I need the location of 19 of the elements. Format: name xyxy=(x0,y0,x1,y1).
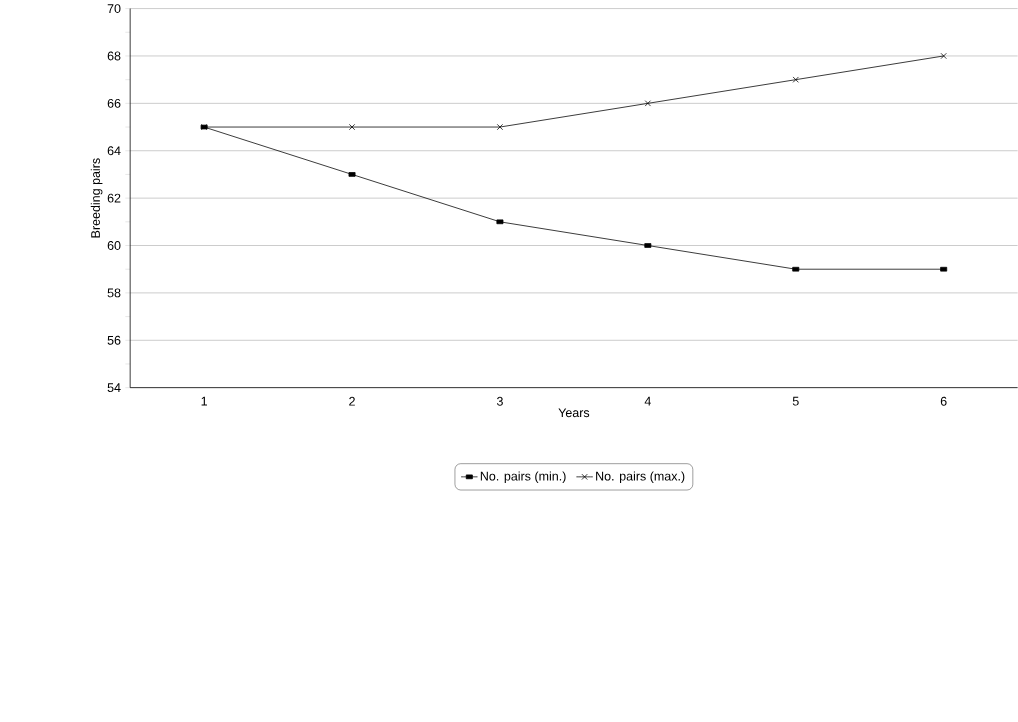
x-tick-label: 1 xyxy=(201,396,207,406)
y-axis-title: Breeding pairs xyxy=(90,158,103,238)
y-tick-label: 62 xyxy=(107,193,121,203)
legend-label: No. pairs (max.) xyxy=(596,471,685,484)
x-tick-label: 5 xyxy=(792,396,799,406)
y-tick-label: 68 xyxy=(107,51,121,61)
y-tick-label: 54 xyxy=(107,383,121,393)
y-tick-label: 60 xyxy=(107,241,121,251)
y-tick-label: 56 xyxy=(107,335,121,345)
x-axis-title: Years xyxy=(558,408,590,418)
y-tick-label: 64 xyxy=(107,146,121,156)
y-tick-label: 58 xyxy=(107,288,121,298)
x-tick-label: 4 xyxy=(644,396,651,406)
x-tick-label: 6 xyxy=(940,396,947,406)
x-tick-label: 2 xyxy=(349,396,355,406)
y-tick-label: 70 xyxy=(107,4,121,14)
x-tick-label: 3 xyxy=(496,396,503,406)
y-tick-label: 66 xyxy=(107,99,121,108)
legend-label: No. pairs (min.) xyxy=(480,471,566,484)
